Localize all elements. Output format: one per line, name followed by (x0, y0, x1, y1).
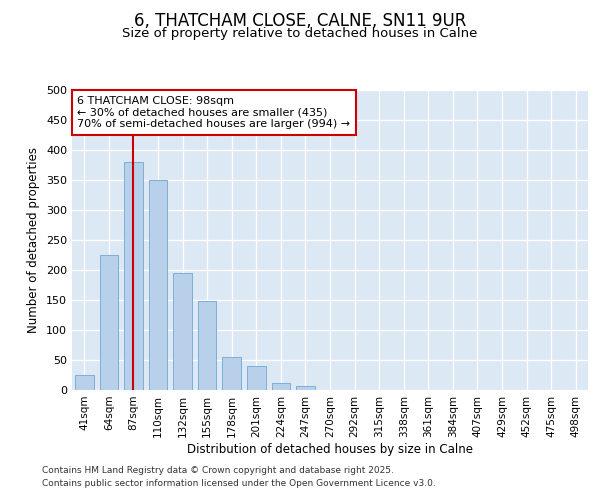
Bar (272, 383, 290, 390)
Bar (296, 386, 314, 390)
Bar (198, 301, 217, 390)
Text: 6, THATCHAM CLOSE, CALNE, SN11 9UR: 6, THATCHAM CLOSE, CALNE, SN11 9UR (134, 12, 466, 30)
Text: 6 THATCHAM CLOSE: 98sqm
← 30% of detached houses are smaller (435)
70% of semi-d: 6 THATCHAM CLOSE: 98sqm ← 30% of detache… (77, 96, 350, 129)
Bar (149, 180, 167, 390)
Bar (124, 162, 143, 390)
Text: Contains public sector information licensed under the Open Government Licence v3: Contains public sector information licen… (42, 478, 436, 488)
Bar (75, 375, 94, 390)
Text: Contains HM Land Registry data © Crown copyright and database right 2025.: Contains HM Land Registry data © Crown c… (42, 466, 394, 475)
Bar (100, 255, 118, 390)
X-axis label: Distribution of detached houses by size in Calne: Distribution of detached houses by size … (187, 442, 473, 456)
Bar (173, 273, 192, 390)
Y-axis label: Number of detached properties: Number of detached properties (28, 147, 40, 333)
Bar (247, 366, 265, 390)
Text: Size of property relative to detached houses in Calne: Size of property relative to detached ho… (122, 28, 478, 40)
Bar (223, 357, 241, 390)
